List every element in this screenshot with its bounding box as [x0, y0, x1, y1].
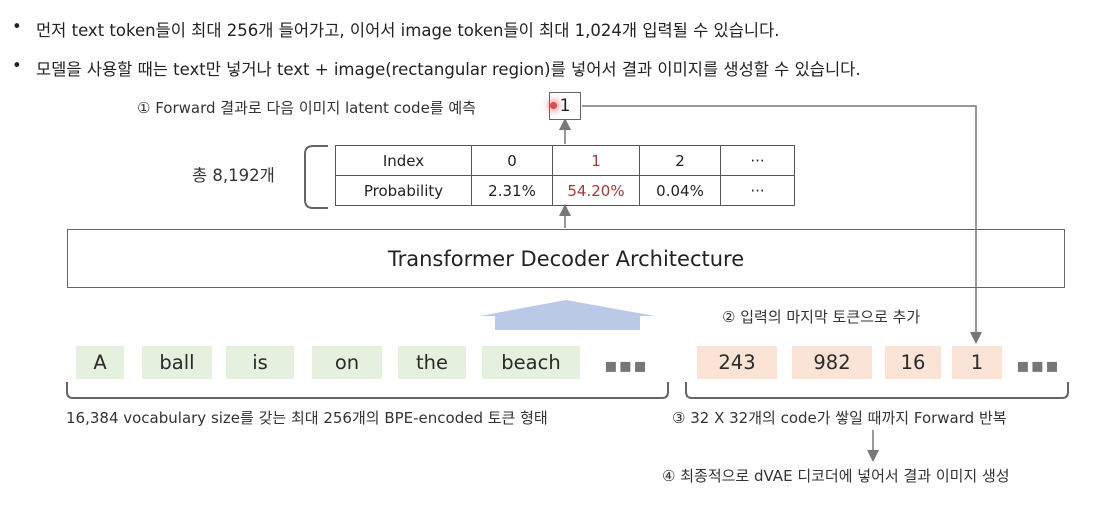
text-tokens-caption: 16,384 vocabulary size를 갖는 최대 256개의 BPE-…: [66, 409, 548, 427]
probability-header: Probability: [335, 175, 472, 206]
bullet-dot: •: [12, 17, 22, 36]
bullet-line-1: • 먼저 text token들이 최대 256개 들어가고, 이어서 imag…: [12, 17, 780, 41]
input-up-arrow: [480, 300, 655, 330]
index-cell-ellipsis: ···: [720, 145, 795, 176]
text-token: A: [76, 346, 124, 379]
step3-label: ③ 32 X 32개의 code가 쌓일 때까지 Forward 반복: [672, 409, 1007, 427]
step1-label: ① Forward 결과로 다음 이미지 latent code를 예측: [137, 99, 476, 117]
text-tokens-bracket: [66, 382, 669, 399]
probability-cell: 2.31%: [471, 175, 553, 206]
total-count-label: 총 8,192개: [192, 166, 275, 185]
bullet-text-2: 모델을 사용할 때는 text만 넣거나 text + image(rectan…: [36, 60, 861, 79]
bullet-dot: •: [12, 56, 22, 75]
architecture-label: Transformer Decoder Architecture: [387, 246, 745, 271]
probability-row: Probability 2.31% 54.20% 0.04% ···: [335, 175, 795, 206]
text-token: beach: [482, 346, 580, 379]
image-tokens-bracket: [685, 382, 1069, 399]
feedback-loop-arrow: [582, 105, 982, 344]
step2-label: ② 입력의 마지막 토큰으로 추가: [722, 308, 921, 326]
text-token: on: [312, 346, 382, 379]
transformer-decoder-box: Transformer Decoder Architecture: [67, 229, 1065, 288]
index-cell-highlight: 1: [552, 145, 640, 176]
table-bracket: [304, 145, 328, 209]
output-token-value: 1: [559, 96, 571, 116]
probability-cell-highlight: 54.20%: [552, 175, 640, 206]
image-token: 982: [792, 346, 872, 379]
probability-table: Index 0 1 2 ··· Probability 2.31% 54.20%…: [335, 145, 795, 206]
text-token: the: [398, 346, 466, 379]
index-header: Index: [335, 145, 472, 176]
step4-label: ④ 최종적으로 dVAE 디코더에 넣어서 결과 이미지 생성: [662, 467, 1010, 485]
image-tokens-ellipsis: ▪▪▪: [1016, 353, 1060, 377]
index-cell: 0: [471, 145, 553, 176]
bullet-line-2: • 모델을 사용할 때는 text만 넣거나 text + image(rect…: [12, 56, 861, 80]
index-cell: 2: [639, 145, 721, 176]
text-tokens-ellipsis: ▪▪▪: [604, 353, 648, 377]
text-token: is: [226, 346, 294, 379]
image-token: 243: [697, 346, 777, 379]
text-token: ball: [142, 346, 212, 379]
probability-cell-ellipsis: ···: [720, 175, 795, 206]
index-row: Index 0 1 2 ···: [335, 145, 795, 176]
bullet-text-1: 먼저 text token들이 최대 256개 들어가고, 이어서 image …: [36, 21, 780, 40]
image-token: 16: [885, 346, 941, 379]
image-token-new: 1: [952, 346, 1002, 379]
highlight-dot: [550, 102, 557, 109]
probability-cell: 0.04%: [639, 175, 721, 206]
